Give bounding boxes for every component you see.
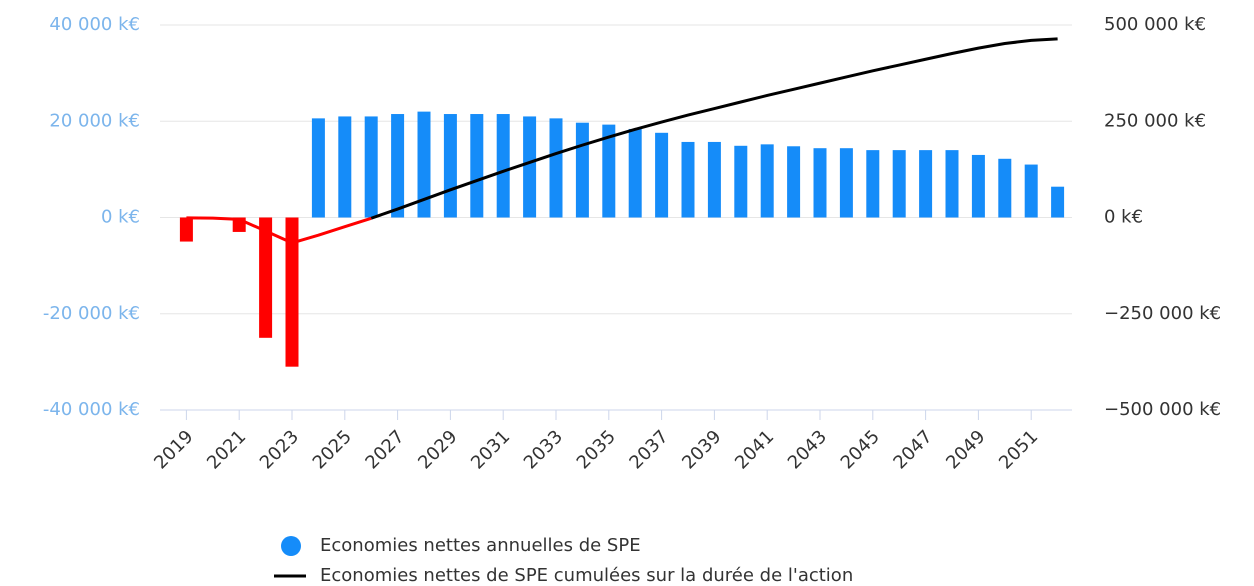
bar <box>523 116 537 218</box>
bar <box>866 150 880 218</box>
x-tick-label: 2045 <box>837 426 884 473</box>
y-tick-label: 40 000 k€ <box>49 14 140 35</box>
bar <box>417 111 431 218</box>
x-tick-label: 2035 <box>573 426 620 473</box>
y-tick-label: -40 000 k€ <box>43 399 140 420</box>
x-tick-label: 2031 <box>467 426 514 473</box>
x-tick-label: 2043 <box>784 426 831 473</box>
y2-tick-label: 500 000 k€ <box>1104 14 1206 35</box>
bar <box>311 118 325 218</box>
x-tick-label: 2037 <box>625 426 672 473</box>
bar <box>707 141 721 218</box>
bar <box>549 118 563 218</box>
x-tick-label: 2029 <box>414 426 461 473</box>
bar <box>496 114 510 218</box>
bar <box>602 124 616 218</box>
legend-symbol <box>281 536 301 556</box>
y-tick-label: -20 000 k€ <box>43 303 140 324</box>
y-tick-label: 0 k€ <box>101 207 140 228</box>
x-tick-label: 2051 <box>995 426 1042 473</box>
x-tick-label: 2033 <box>520 426 567 473</box>
bar <box>787 146 801 218</box>
bar <box>628 128 642 218</box>
bar <box>1051 186 1065 218</box>
x-tick-label: 2023 <box>256 426 303 473</box>
x-tick-label: 2049 <box>942 426 989 473</box>
bar <box>760 144 774 218</box>
y2-tick-label: −500 000 k€ <box>1104 399 1221 420</box>
x-tick-label: 2019 <box>150 426 197 473</box>
bar <box>839 148 853 218</box>
x-tick-label: 2047 <box>889 426 936 473</box>
bar <box>338 116 352 218</box>
bar <box>971 154 985 218</box>
bar <box>945 150 959 218</box>
bar <box>998 158 1012 218</box>
bar <box>179 217 193 242</box>
bar <box>734 145 748 218</box>
line <box>186 216 372 245</box>
bar <box>892 150 906 218</box>
legend-label: Economies nettes de SPE cumulées sur la … <box>320 565 853 586</box>
bar <box>1024 164 1038 218</box>
bar <box>655 132 669 218</box>
y2-tick-label: 0 k€ <box>1104 207 1143 228</box>
y2-tick-label: −250 000 k€ <box>1104 303 1221 324</box>
bar <box>443 114 457 218</box>
x-tick-label: 2021 <box>203 426 250 473</box>
x-tick-label: 2027 <box>361 426 408 473</box>
y-tick-label: 20 000 k€ <box>49 110 140 131</box>
x-tick-label: 2041 <box>731 426 778 473</box>
legend-label: Economies nettes annuelles de SPE <box>320 535 641 556</box>
bar <box>285 217 299 367</box>
bar <box>259 217 273 338</box>
bar <box>681 141 695 218</box>
line <box>370 37 1058 220</box>
bar <box>391 114 405 218</box>
x-tick-label: 2039 <box>678 426 725 473</box>
bar <box>575 122 589 218</box>
bar <box>364 116 378 218</box>
y2-tick-label: 250 000 k€ <box>1104 110 1206 131</box>
bar <box>470 114 484 218</box>
bar <box>919 150 933 218</box>
bar <box>813 148 827 218</box>
x-tick-label: 2025 <box>309 426 356 473</box>
